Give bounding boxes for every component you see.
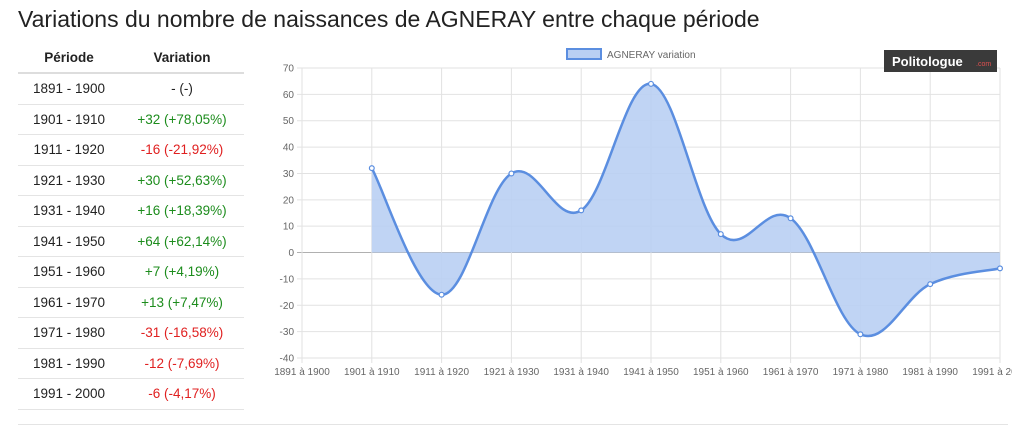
table-row: 1941 - 1950 +64 (+62,14%)	[18, 226, 244, 257]
table-row: 1991 - 2000 -6 (-4,17%)	[18, 378, 244, 410]
x-tick-label: 1911 à 1920	[414, 367, 469, 378]
variation-cell: -16 (-21,92%)	[120, 134, 244, 166]
y-tick-label: 70	[283, 64, 295, 75]
period-cell: 1981 - 1990	[18, 348, 120, 379]
variation-cell: +30 (+52,63%)	[120, 165, 244, 196]
y-tick-label: -30	[280, 327, 295, 338]
period-cell: 1911 - 1920	[18, 134, 120, 166]
data-point	[578, 207, 585, 214]
x-tick-label: 1931 à 1940	[553, 367, 609, 378]
variation-cell: -12 (-7,69%)	[120, 348, 244, 379]
x-tick-label: 1941 à 1950	[623, 367, 679, 378]
table-row: 1891 - 1900- (-)	[18, 73, 244, 105]
table-row: 1981 - 1990 -12 (-7,69%)	[18, 348, 244, 379]
data-point	[927, 281, 934, 288]
period-cell: 1921 - 1930	[18, 165, 120, 196]
y-tick-label: 20	[283, 195, 295, 206]
data-point	[717, 231, 724, 238]
data-point	[857, 331, 864, 338]
x-tick-label: 1961 à 1970	[763, 367, 819, 378]
y-tick-label: 10	[283, 222, 295, 233]
variations-table-container: Période Variation 1891 - 1900- (-) 1901 -…	[18, 42, 244, 410]
period-cell: 1951 - 1960	[18, 256, 120, 288]
variation-cell: +7 (+4,19%)	[120, 256, 244, 288]
y-tick-label: 0	[288, 248, 294, 259]
period-cell: 1961 - 1970	[18, 287, 120, 318]
period-cell: 1891 - 1900	[18, 73, 120, 105]
table-row: 1911 - 1920 -16 (-21,92%)	[18, 134, 244, 166]
table-row: 1961 - 1970 +13 (+7,47%)	[18, 287, 244, 318]
variations-table: Période Variation 1891 - 1900- (-) 1901 -…	[18, 42, 244, 410]
logo-text: Politologue	[892, 54, 963, 69]
table-row: 1931 - 1940 +16 (+18,39%)	[18, 195, 244, 227]
data-point	[368, 165, 375, 172]
y-tick-label: 50	[283, 116, 295, 127]
y-tick-label: -40	[280, 354, 295, 365]
y-tick-label: 30	[283, 169, 295, 180]
y-tick-label: 60	[283, 90, 295, 101]
period-cell: 1931 - 1940	[18, 195, 120, 227]
table-header-row: Période Variation	[18, 42, 244, 74]
logo-suffix: .com	[976, 61, 991, 68]
y-tick-label: 40	[283, 143, 295, 154]
legend-label: AGNERAY variation	[607, 50, 696, 61]
data-point	[508, 170, 515, 177]
variation-cell: -6 (-4,17%)	[120, 378, 244, 410]
data-point	[648, 80, 655, 87]
variation-cell: +16 (+18,39%)	[120, 195, 244, 227]
x-tick-label: 1891 à 1900	[274, 367, 330, 378]
period-cell: 1971 - 1980	[18, 317, 120, 349]
series-line	[370, 82, 1001, 338]
variation-cell: +13 (+7,47%)	[120, 287, 244, 318]
variation-cell: - (-)	[120, 73, 244, 105]
table-row: 1921 - 1930 +30 (+52,63%)	[18, 165, 244, 196]
chart-container: -40 -30 -20 -10 0 10 20 30 40 50 60 70 1891 à 1900 19…	[262, 44, 1024, 384]
x-tick-label: 1971 à 1980	[833, 367, 889, 378]
y-tick-label: -10	[280, 274, 295, 285]
header-variation: Variation	[120, 42, 244, 74]
data-point	[787, 215, 794, 222]
y-tick-label: -20	[280, 301, 295, 312]
x-tick-label: 1981 à 1990	[902, 367, 958, 378]
series-area	[371, 83, 1000, 337]
header-period: Période	[18, 42, 120, 74]
table-row: 1901 - 1910 +32 (+78,05%)	[18, 104, 244, 135]
table-row: 1951 - 1960 +7 (+4,19%)	[18, 256, 244, 288]
x-tick-label: 1901 à 1910	[344, 367, 400, 378]
data-point	[996, 265, 1003, 272]
x-tick-label: 1991 à 2000	[972, 367, 1012, 378]
variation-cell: -31 (-16,58%)	[120, 317, 244, 349]
table-body: 1891 - 1900- (-) 1901 - 1910 +32 (+78,05%)…	[18, 73, 244, 410]
x-tick-label: 1951 à 1960	[693, 367, 749, 378]
period-cell: 1901 - 1910	[18, 104, 120, 135]
x-tick-label: 1921 à 1930	[484, 367, 540, 378]
period-cell: 1941 - 1950	[18, 226, 120, 257]
variation-chart: -40 -30 -20 -10 0 10 20 30 40 50 60 70 1891 à 1900 19…	[274, 48, 1024, 378]
data-point	[438, 291, 445, 298]
logo-box	[884, 50, 997, 72]
variation-cell: +32 (+78,05%)	[120, 104, 244, 135]
variation-cell: +64 (+62,14%)	[120, 226, 244, 257]
table-row: 1971 - 1980 -31 (-16,58%)	[18, 317, 244, 349]
period-cell: 1991 - 2000	[18, 378, 120, 410]
page-title: Variations du nombre de naissances de AG…	[18, 6, 760, 32]
legend-swatch	[566, 48, 602, 60]
